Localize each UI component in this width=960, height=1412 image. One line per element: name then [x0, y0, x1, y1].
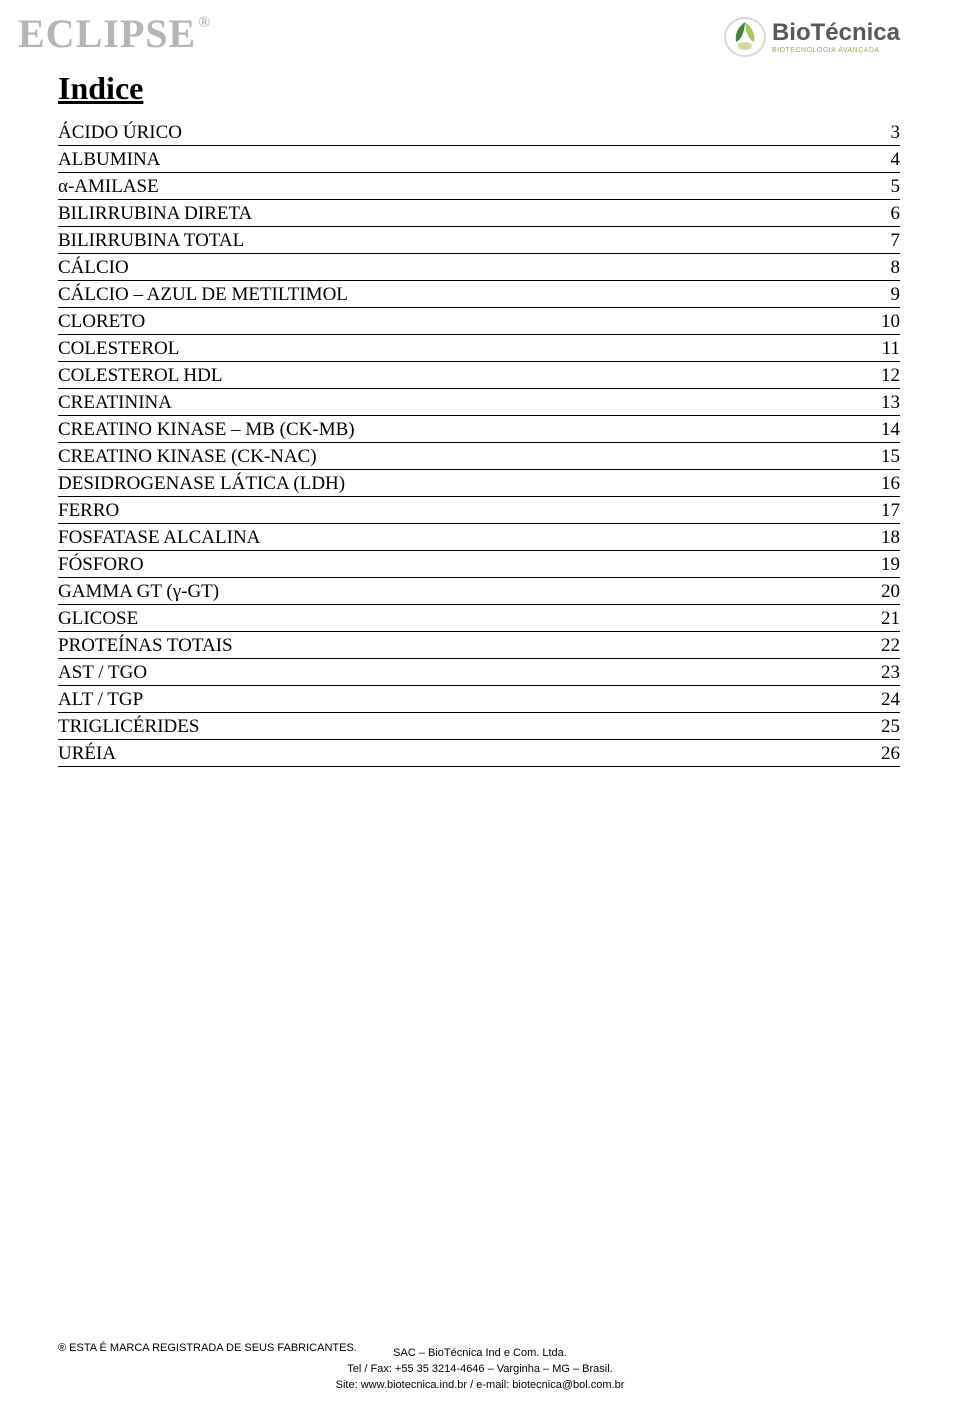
index-item-label: COLESTEROL	[58, 335, 860, 362]
table-row: CREATINO KINASE (CK-NAC)15	[58, 443, 900, 470]
table-row: AST / TGO23	[58, 659, 900, 686]
index-item-label: CÁLCIO	[58, 254, 860, 281]
table-row: α-AMILASE5	[58, 173, 900, 200]
table-row: GLICOSE21	[58, 605, 900, 632]
index-item-label: α-AMILASE	[58, 173, 860, 200]
index-item-page: 24	[860, 686, 900, 713]
index-item-page: 13	[860, 389, 900, 416]
index-item-page: 17	[860, 497, 900, 524]
page-footer: SAC – BioTécnica Ind e Com. Ltda. Tel / …	[0, 1346, 960, 1394]
index-item-label: CLORETO	[58, 308, 860, 335]
logo-tagline: BIOTECNOLOGIA AVANÇADA	[772, 47, 900, 54]
index-item-label: ALBUMINA	[58, 146, 860, 173]
logo-brand-name: BioTécnica	[772, 21, 900, 45]
index-item-label: PROTEÍNAS TOTAIS	[58, 632, 860, 659]
table-row: FÓSFORO19	[58, 551, 900, 578]
table-row: URÉIA26	[58, 740, 900, 767]
index-item-label: FÓSFORO	[58, 551, 860, 578]
index-item-label: CREATINO KINASE (CK-NAC)	[58, 443, 860, 470]
index-item-page: 6	[860, 200, 900, 227]
index-item-label: CÁLCIO – AZUL DE METILTIMOL	[58, 281, 860, 308]
table-row: ALT / TGP24	[58, 686, 900, 713]
table-row: COLESTEROL HDL12	[58, 362, 900, 389]
index-item-label: AST / TGO	[58, 659, 860, 686]
index-item-page: 22	[860, 632, 900, 659]
index-item-label: FOSFATASE ALCALINA	[58, 524, 860, 551]
footer-line-contact: Tel / Fax: +55 35 3214-4646 – Varginha –…	[0, 1362, 960, 1378]
company-logo: BioTécnica BIOTECNOLOGIA AVANÇADA	[724, 10, 900, 58]
index-item-page: 7	[860, 227, 900, 254]
table-row: DESIDROGENASE LÁTICA (LDH)16	[58, 470, 900, 497]
index-item-label: GLICOSE	[58, 605, 860, 632]
index-title: Indice	[58, 70, 900, 107]
registered-mark: ®	[198, 14, 211, 31]
leaf-icon	[724, 16, 766, 58]
index-item-page: 10	[860, 308, 900, 335]
index-item-label: BILIRRUBINA TOTAL	[58, 227, 860, 254]
table-row: CREATININA13	[58, 389, 900, 416]
table-row: CREATINO KINASE – MB (CK-MB)14	[58, 416, 900, 443]
index-item-label: COLESTEROL HDL	[58, 362, 860, 389]
index-item-label: CREATININA	[58, 389, 860, 416]
table-row: ALBUMINA4	[58, 146, 900, 173]
index-item-label: ÁCIDO ÚRICO	[58, 119, 860, 146]
table-row: FERRO17	[58, 497, 900, 524]
table-row: PROTEÍNAS TOTAIS22	[58, 632, 900, 659]
table-row: BILIRRUBINA TOTAL7	[58, 227, 900, 254]
product-name-text: ECLIPSE	[18, 11, 196, 56]
index-item-page: 20	[860, 578, 900, 605]
table-row: CÁLCIO8	[58, 254, 900, 281]
index-table: ÁCIDO ÚRICO3ALBUMINA4α-AMILASE5BILIRRUBI…	[58, 119, 900, 767]
index-item-page: 11	[860, 335, 900, 362]
index-item-label: FERRO	[58, 497, 860, 524]
index-item-label: TRIGLICÉRIDES	[58, 713, 860, 740]
index-item-label: CREATINO KINASE – MB (CK-MB)	[58, 416, 860, 443]
product-name: ECLIPSE®	[18, 10, 209, 57]
index-item-page: 25	[860, 713, 900, 740]
index-item-page: 5	[860, 173, 900, 200]
index-item-label: BILIRRUBINA DIRETA	[58, 200, 860, 227]
content-area: Indice ÁCIDO ÚRICO3ALBUMINA4α-AMILASE5BI…	[0, 58, 960, 767]
table-row: BILIRRUBINA DIRETA6	[58, 200, 900, 227]
footer-line-web: Site: www.biotecnica.ind.br / e-mail: bi…	[0, 1378, 960, 1394]
page-header: ECLIPSE® BioTécnica BIOTECNOLOGIA AVANÇA…	[0, 0, 960, 58]
index-item-page: 16	[860, 470, 900, 497]
index-item-page: 3	[860, 119, 900, 146]
index-item-page: 9	[860, 281, 900, 308]
index-item-page: 15	[860, 443, 900, 470]
index-item-page: 18	[860, 524, 900, 551]
index-item-page: 21	[860, 605, 900, 632]
table-row: GAMMA GT (γ-GT)20	[58, 578, 900, 605]
index-item-page: 19	[860, 551, 900, 578]
table-row: ÁCIDO ÚRICO3	[58, 119, 900, 146]
table-row: CÁLCIO – AZUL DE METILTIMOL9	[58, 281, 900, 308]
index-item-page: 23	[860, 659, 900, 686]
index-item-page: 12	[860, 362, 900, 389]
index-item-page: 8	[860, 254, 900, 281]
logo-text: BioTécnica BIOTECNOLOGIA AVANÇADA	[772, 21, 900, 54]
index-item-label: ALT / TGP	[58, 686, 860, 713]
index-item-page: 4	[860, 146, 900, 173]
index-item-label: URÉIA	[58, 740, 860, 767]
index-item-label: DESIDROGENASE LÁTICA (LDH)	[58, 470, 860, 497]
index-item-label: GAMMA GT (γ-GT)	[58, 578, 860, 605]
table-row: TRIGLICÉRIDES25	[58, 713, 900, 740]
footer-line-sac: SAC – BioTécnica Ind e Com. Ltda.	[0, 1346, 960, 1362]
index-item-page: 14	[860, 416, 900, 443]
table-row: CLORETO10	[58, 308, 900, 335]
index-item-page: 26	[860, 740, 900, 767]
table-row: COLESTEROL11	[58, 335, 900, 362]
table-row: FOSFATASE ALCALINA18	[58, 524, 900, 551]
